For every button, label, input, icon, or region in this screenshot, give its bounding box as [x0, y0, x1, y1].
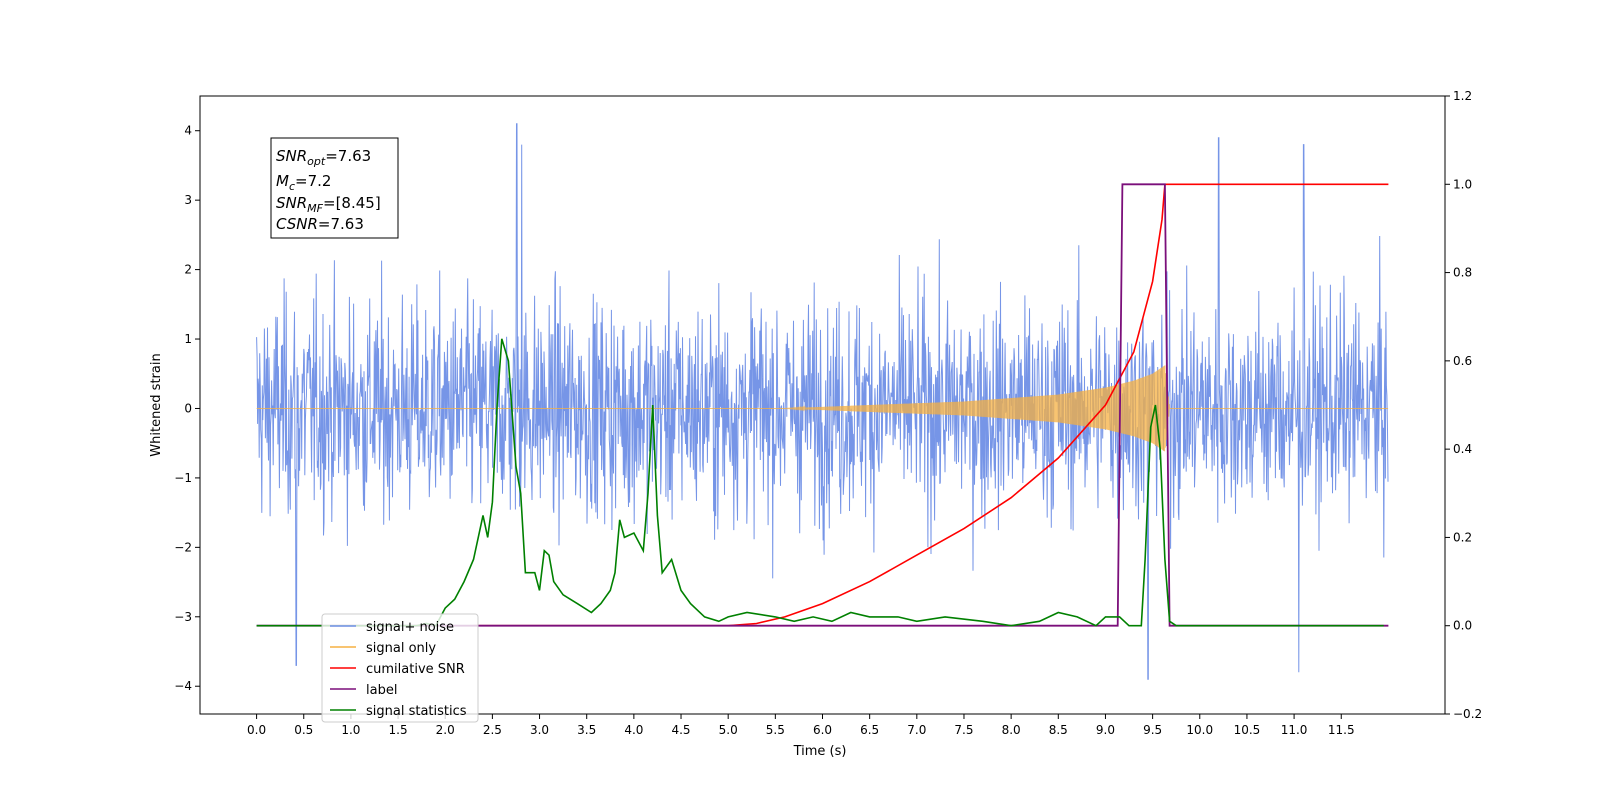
y-tick-label: 1: [184, 332, 192, 346]
y-tick-label: −3: [174, 610, 192, 624]
legend-label: signal only: [366, 641, 436, 656]
legend-label: signal+ noise: [366, 620, 454, 635]
y-right-tick-label: 0.6: [1453, 354, 1472, 368]
x-tick-label: 1.0: [341, 723, 360, 737]
legend-frame: [321, 613, 479, 723]
info-snr-opt: SNRopt=7.63: [276, 147, 371, 168]
x-tick-label: 7.5: [954, 723, 973, 737]
x-tick-label: 8.0: [1002, 723, 1021, 737]
info-csnr: CSNR=7.63: [276, 215, 364, 233]
x-tick-label: 3.0: [530, 723, 549, 737]
x-tick-label: 4.5: [671, 723, 690, 737]
y-right-tick-label: −0.2: [1453, 707, 1482, 721]
x-tick-label: 10.5: [1234, 723, 1261, 737]
x-tick-label: 0.0: [247, 723, 266, 737]
x-tick-label: 11.5: [1328, 723, 1355, 737]
y-axis-right: −0.2 0.0 0.2 0.4 0.6 0.8 1.0 1.2: [1445, 89, 1482, 721]
y-tick-label: 4: [184, 124, 192, 138]
x-tick-label: 8.5: [1049, 723, 1068, 737]
x-tick-label: 6.0: [813, 723, 832, 737]
info-mc: Mc=7.2: [276, 172, 331, 193]
info-box-frame: [270, 137, 399, 239]
info-box: SNRopt=7.63 Mc=7.2 SNRMF=[8.45] CSNR=7.6…: [270, 137, 399, 239]
y-tick-label: 3: [184, 193, 192, 207]
x-tick-label: 5.5: [766, 723, 785, 737]
y-right-tick-label: 0.2: [1453, 530, 1472, 544]
x-axis: 0.0 0.5 1.0 1.5 2.0 2.5 3.0 3.5 4.0 4.5 5.0 5.5 6.0 6…: [247, 714, 1355, 737]
x-tick-label: 4.0: [624, 723, 643, 737]
x-tick-label: 9.5: [1143, 723, 1162, 737]
y-axis-left: −4 −3 −2 −1 0 1 2 3 4: [174, 124, 200, 693]
y-right-tick-label: 0.0: [1453, 619, 1472, 633]
x-tick-label: 9.0: [1096, 723, 1115, 737]
x-tick-label: 10.0: [1186, 723, 1213, 737]
y-tick-label: 2: [184, 263, 192, 277]
x-tick-label: 0.5: [294, 723, 313, 737]
legend-label: signal statistics: [366, 704, 467, 719]
legend: signal+ noise signal only cumilative SNR la…: [321, 613, 479, 723]
series-signal-noise: [256, 123, 1389, 680]
x-tick-label: 7.0: [907, 723, 926, 737]
x-tick-label: 11.0: [1281, 723, 1308, 737]
series-signal-statistics: [256, 338, 1384, 627]
plot-series-layer: [256, 123, 1389, 680]
series-signal-only: [256, 365, 1389, 452]
y-tick-label: −2: [174, 540, 192, 554]
legend-label: cumilative SNR: [366, 662, 465, 677]
y-tick-label: −4: [174, 679, 192, 693]
y-right-tick-label: 1.2: [1453, 89, 1472, 103]
x-tick-label: 2.0: [436, 723, 455, 737]
x-tick-label: 1.5: [389, 723, 408, 737]
x-tick-label: 3.5: [577, 723, 596, 737]
y-axis-label: Whitened strain: [149, 353, 164, 456]
y-right-tick-label: 1.0: [1453, 177, 1472, 191]
x-tick-label: 6.5: [860, 723, 879, 737]
info-snr-mf: SNRMF=[8.45]: [276, 194, 381, 215]
series-cumulative-snr: [473, 183, 1389, 627]
x-axis-label: Time (s): [793, 744, 847, 759]
y-tick-label: −1: [174, 471, 192, 485]
y-right-tick-label: 0.4: [1453, 442, 1472, 456]
x-tick-label: 5.0: [719, 723, 738, 737]
legend-label: label: [366, 683, 397, 698]
y-right-tick-label: 0.8: [1453, 266, 1472, 280]
y-tick-label: 0: [184, 401, 192, 415]
x-tick-label: 2.5: [483, 723, 502, 737]
